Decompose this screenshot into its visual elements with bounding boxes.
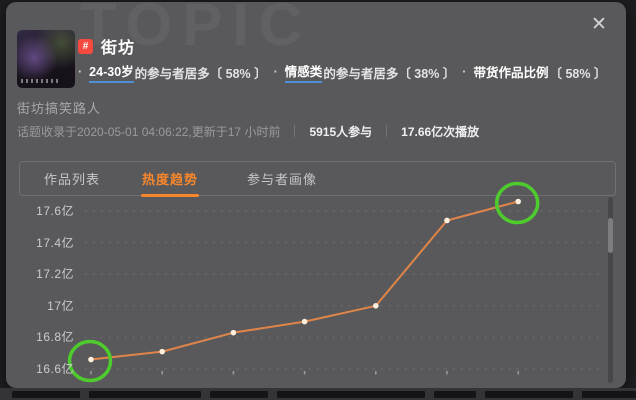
- avatar-caption-texture: [21, 79, 61, 83]
- topic-watermark: TOPIC: [80, 2, 313, 58]
- backdrop-fragment: [485, 390, 573, 398]
- tab-heat-trend-label: 热度趋势: [142, 172, 199, 187]
- y-axis-label: 16.6亿: [36, 362, 74, 376]
- y-axis-label: 17.2亿: [36, 267, 74, 282]
- topic-meta-row: 话题收录于2020-05-01 04:06:22,更新于17 小时前 5915人…: [17, 122, 479, 140]
- backdrop-fragment: [12, 390, 80, 398]
- highlight-ecommerce-rest: 〔 58% 〕: [549, 66, 607, 81]
- bullet-separator: ·: [462, 65, 467, 79]
- hashtag-badge-icon: #: [78, 38, 93, 54]
- tab-works-list[interactable]: 作品列表: [44, 172, 101, 187]
- backdrop-fragment: [277, 390, 425, 398]
- scrollbar-track[interactable]: [608, 197, 613, 383]
- topic-highlights-row: · 24-30岁 的参与者居多〔 58% 〕 · 情感类 的参与者居多〔 38%…: [78, 61, 607, 83]
- topic-description: 街坊搞笑路人: [17, 101, 102, 116]
- bullet-separator: ·: [78, 65, 83, 79]
- highlight-ecommerce-term: 带货作品比例: [473, 66, 549, 80]
- backdrop-fragment: [89, 390, 201, 398]
- tab-heat-trend[interactable]: 热度趋势: [141, 169, 200, 197]
- topic-title: 街坊: [101, 40, 136, 57]
- meta-collected-text: 话题收录于2020-05-01 04:06:22,更新于17 小时前: [17, 124, 281, 139]
- meta-divider: [386, 125, 388, 137]
- y-axis-label: 17.6亿: [36, 204, 74, 218]
- y-axis-label: 16.8亿: [36, 330, 74, 345]
- backdrop-fragment: [434, 390, 476, 398]
- meta-plays: 17.66亿次播放: [401, 124, 480, 139]
- meta-participants: 5915人参与: [309, 124, 373, 139]
- highlight-category-term: 情感类: [284, 61, 323, 83]
- y-axis-label: 17亿: [47, 298, 74, 313]
- highlight-age-rest: 的参与者居多〔 58% 〕: [134, 66, 267, 81]
- scrollbar-thumb[interactable]: [608, 218, 613, 253]
- active-tab-underline: [141, 194, 200, 197]
- close-icon[interactable]: ✕: [591, 14, 607, 35]
- highlight-category-rest: 的参与者居多〔 38% 〕: [323, 66, 456, 81]
- tab-bar: 作品列表 热度趋势 参与者画像: [19, 161, 616, 197]
- meta-divider: [294, 125, 296, 137]
- topic-avatar: [17, 30, 75, 88]
- highlight-age-term: 24-30岁: [89, 61, 134, 83]
- backdrop-fragment: [582, 390, 636, 398]
- topic-title-row: # 街坊: [78, 36, 136, 57]
- y-axis-label: 17.4亿: [36, 235, 74, 250]
- tab-participant-portrait[interactable]: 参与者画像: [247, 172, 318, 187]
- topic-detail-dialog: TOPIC ✕ # 街坊 · 24-30岁 的参与者居多〔 58% 〕 · 情感…: [6, 2, 626, 388]
- bullet-separator: ·: [273, 65, 278, 79]
- backdrop-fragment: [210, 390, 268, 398]
- backdrop-strip: [0, 388, 636, 400]
